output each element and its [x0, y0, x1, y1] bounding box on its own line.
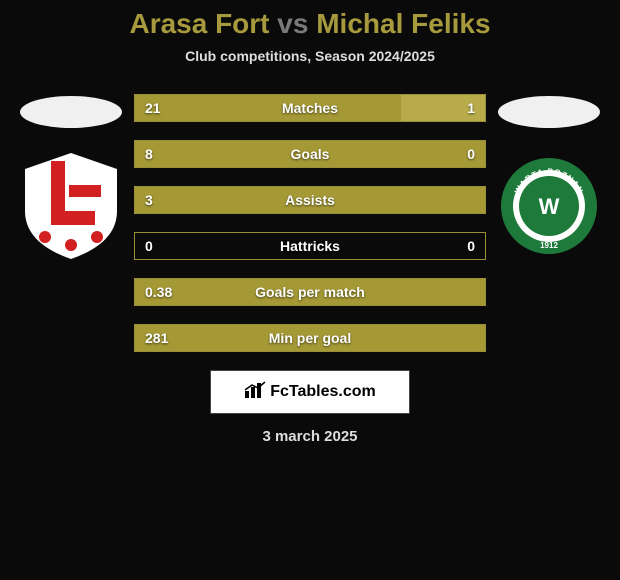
left-club-badge — [21, 156, 121, 256]
svg-text:W: W — [539, 194, 560, 219]
chart-icon — [244, 381, 266, 404]
player1-name: Arasa Fort — [129, 8, 269, 39]
left-side-column — [16, 94, 126, 256]
warta-poznan-badge-icon: W WARTA POZNAN 1912 — [499, 156, 599, 256]
player2-name: Michal Feliks — [316, 8, 490, 39]
right-side-column: W WARTA POZNAN 1912 — [494, 94, 604, 256]
stat-label: Goals per match — [255, 284, 365, 300]
stat-label: Min per goal — [269, 330, 351, 346]
stat-bar: 0 0 Hattricks — [134, 232, 486, 260]
stat-value-left: 281 — [145, 330, 168, 346]
svg-text:1912: 1912 — [540, 241, 558, 250]
stat-bar: 21 1 Matches — [134, 94, 486, 122]
player2-avatar-placeholder — [498, 96, 600, 128]
right-club-badge: W WARTA POZNAN 1912 — [499, 156, 599, 256]
player1-avatar-placeholder — [20, 96, 122, 128]
stat-label: Goals — [291, 146, 330, 162]
infographic-container: Arasa Fort vs Michal Feliks Club competi… — [0, 0, 620, 445]
stat-value-right: 1 — [467, 100, 475, 116]
stat-bar: 8 0 Goals — [134, 140, 486, 168]
stat-value-right: 0 — [467, 146, 475, 162]
brand-text: FcTables.com — [270, 383, 376, 401]
main-row: 21 1 Matches 8 0 Goals 3 Assists 0 0 Hattricks 0.38… — [0, 94, 620, 352]
stat-bar: 3 Assists — [134, 186, 486, 214]
stat-label: Matches — [282, 100, 338, 116]
brand-watermark: FcTables.com — [210, 370, 410, 414]
stat-value-left: 0.38 — [145, 284, 172, 300]
stat-value-left: 0 — [145, 238, 153, 254]
stat-value-left: 8 — [145, 146, 153, 162]
stat-fill-left — [135, 95, 401, 121]
date-label: 3 march 2025 — [0, 428, 620, 445]
stat-label: Hattricks — [280, 238, 340, 254]
page-title: Arasa Fort vs Michal Feliks — [0, 8, 620, 40]
stat-bar: 0.38 Goals per match — [134, 278, 486, 306]
stat-value-right: 0 — [467, 238, 475, 254]
stat-value-left: 21 — [145, 100, 161, 116]
stat-label: Assists — [285, 192, 335, 208]
stats-column: 21 1 Matches 8 0 Goals 3 Assists 0 0 Hattricks 0.38… — [134, 94, 486, 352]
stat-value-left: 3 — [145, 192, 153, 208]
vs-separator: vs — [277, 8, 308, 39]
subtitle: Club competitions, Season 2024/2025 — [0, 48, 620, 64]
stat-bar: 281 Min per goal — [134, 324, 486, 352]
lks-lodz-badge-icon — [21, 151, 121, 261]
